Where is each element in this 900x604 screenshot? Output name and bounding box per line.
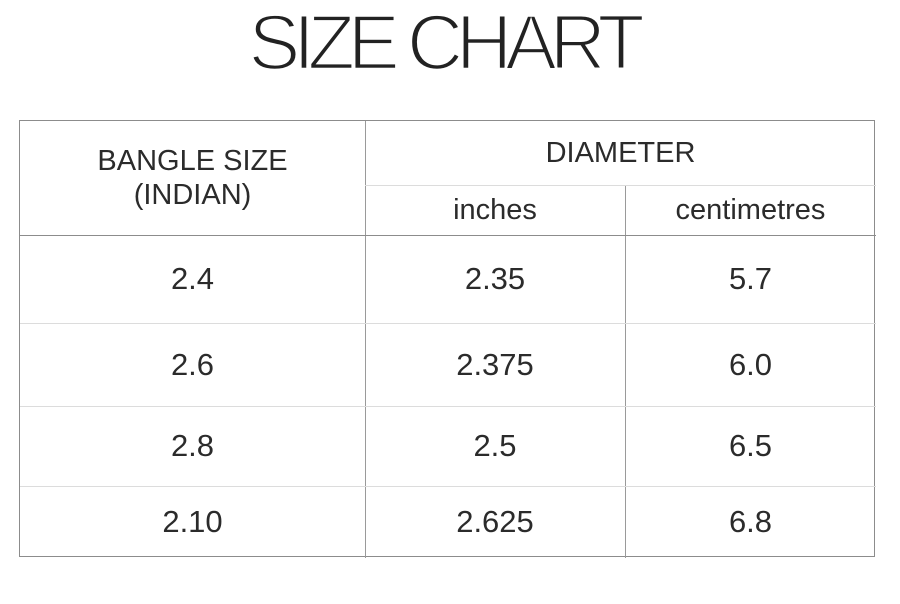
svg-text:SIZE CHART: SIZE CHART bbox=[248, 0, 643, 86]
